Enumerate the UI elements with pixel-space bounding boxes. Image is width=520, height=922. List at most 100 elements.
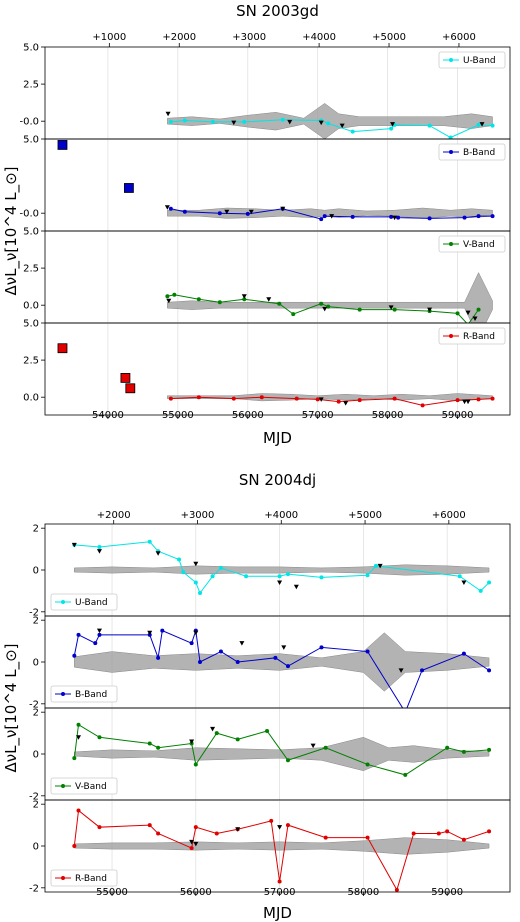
y-tick-label: 0 <box>33 566 39 577</box>
data-point <box>487 668 492 673</box>
upper-limit-marker <box>231 120 237 126</box>
panel-r-band: -2 0 2 R-Band <box>29 799 511 894</box>
data-point <box>97 825 102 830</box>
x-tick-label: 56000 <box>180 887 212 898</box>
upper-limit-marker <box>239 641 245 646</box>
data-point <box>319 217 324 222</box>
data-point <box>242 297 247 302</box>
upper-limit-marker <box>241 294 247 299</box>
data-point <box>420 403 425 408</box>
data-point <box>181 570 186 575</box>
legend: B-Band <box>50 685 118 703</box>
top-tick-label: +6000 <box>432 510 466 521</box>
square-marker <box>124 183 134 193</box>
data-point <box>461 749 466 754</box>
upper-limit-marker <box>318 120 324 126</box>
data-point <box>357 307 362 312</box>
data-point <box>285 823 290 828</box>
y-tick-label: 2 <box>33 524 39 535</box>
data-point <box>445 829 450 834</box>
data-point <box>478 588 483 593</box>
data-point <box>365 573 370 578</box>
upper-limit-marker <box>165 111 171 117</box>
data-point <box>392 396 397 401</box>
data-point <box>490 396 495 401</box>
data-point <box>350 129 355 134</box>
data-point <box>455 398 460 403</box>
upper-limit-marker <box>318 397 324 402</box>
upper-limit-marker <box>398 668 404 673</box>
data-point <box>76 722 81 727</box>
legend-marker <box>61 784 65 788</box>
panel-u-band: -0.0 2.5 5.0 U-Band <box>19 43 511 140</box>
data-point <box>394 887 399 892</box>
y-tick-label: -2 <box>29 791 39 802</box>
y-tick-label: -2 <box>29 883 39 894</box>
upper-limit-marker <box>193 561 199 567</box>
y-tick-label: 2 <box>33 708 39 719</box>
data-point <box>487 580 492 585</box>
chart-title: SN 2003gd <box>236 2 319 20</box>
upper-limit-marker <box>210 726 216 732</box>
data-point <box>277 301 282 306</box>
data-point <box>323 745 328 750</box>
panel-data <box>71 539 492 595</box>
upper-limit-marker <box>166 298 172 304</box>
data-point <box>235 660 240 664</box>
panel-b-band: -0.0 5.0 B-Band <box>19 135 511 232</box>
series-line <box>170 119 493 139</box>
legend: V-Band <box>50 777 118 795</box>
data-point <box>280 117 285 122</box>
top-tick-label: +5000 <box>372 32 406 43</box>
legend-marker <box>61 600 65 604</box>
data-point <box>214 731 219 736</box>
y-tick-label: 2 <box>33 616 39 627</box>
y-tick-label: 2.5 <box>23 264 39 275</box>
square-marker <box>57 343 68 354</box>
legend: U-Band <box>50 593 118 611</box>
x-tick-label: 57000 <box>302 410 334 421</box>
upper-limit-marker <box>472 316 478 322</box>
data-point <box>156 655 161 660</box>
upper-limit-marker <box>248 209 254 215</box>
legend-box <box>438 235 506 253</box>
x-tick-label: 56000 <box>232 410 264 421</box>
data-point <box>336 399 341 404</box>
uncertainty-band <box>167 271 493 323</box>
data-point <box>196 297 201 302</box>
panel-data <box>165 271 493 323</box>
y-tick-label: -0.0 <box>19 209 39 220</box>
legend-label: R-Band <box>463 332 495 342</box>
upper-limit-marker <box>465 310 471 316</box>
data-point <box>189 641 194 646</box>
data-point <box>193 580 198 585</box>
data-point <box>210 119 215 124</box>
upper-limit-marker <box>235 827 241 832</box>
legend-label: U-Band <box>463 56 496 66</box>
upper-limit-marker <box>388 305 394 310</box>
data-point <box>76 632 81 637</box>
data-point <box>487 747 492 752</box>
data-point <box>389 126 394 131</box>
y-tick-label: -2 <box>29 699 39 710</box>
data-point <box>147 539 152 544</box>
upper-limit-marker <box>465 399 471 405</box>
x-tick-label: 54000 <box>92 410 124 421</box>
y-axis-label: ΔνL_ν[10^4 L_⊙] <box>2 644 21 773</box>
data-point <box>242 119 247 124</box>
data-point <box>72 756 77 761</box>
upper-limit-marker <box>462 399 468 405</box>
series-line <box>167 294 479 323</box>
data-point <box>457 574 462 579</box>
upper-limit-marker <box>461 580 467 586</box>
upper-limit-marker <box>377 563 383 569</box>
data-point <box>269 818 274 823</box>
data-point <box>182 118 187 123</box>
panel-data <box>165 103 495 139</box>
legend: R-Band <box>50 869 118 887</box>
y-tick-label: 0 <box>33 750 39 761</box>
data-point <box>210 574 215 579</box>
data-point <box>97 735 102 740</box>
x-tick-label: 59000 <box>442 410 474 421</box>
top-tick-label: +4000 <box>302 32 336 43</box>
